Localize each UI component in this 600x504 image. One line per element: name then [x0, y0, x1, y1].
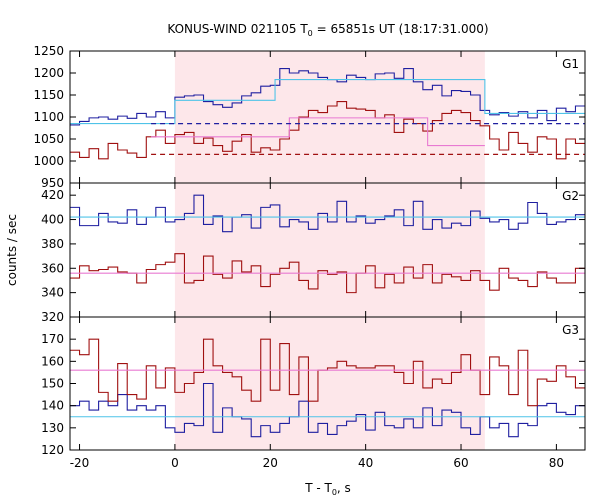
y-tick-label: 170 [41, 332, 64, 346]
panel-series-g1 [70, 68, 585, 160]
x-tick-label: -20 [70, 456, 90, 470]
y-axis-label: counts / sec [5, 214, 19, 286]
series-blue [70, 68, 585, 126]
x-axis-label-main: T - T [304, 481, 332, 495]
series-red [70, 101, 585, 160]
highlight-region [174, 183, 485, 317]
chart-title-sub: 0 [308, 29, 313, 38]
y-tick-label: 340 [41, 286, 64, 300]
y-tick-label: 130 [41, 421, 64, 435]
y-tick-label: 400 [41, 213, 64, 227]
y-tick-label: 140 [41, 399, 64, 413]
y-tick-label: 950 [41, 176, 64, 190]
x-tick-label: 20 [263, 456, 278, 470]
series-layer [70, 68, 585, 438]
panel-label-g3: G3 [562, 323, 579, 337]
x-axis-label: T - T0, s [304, 481, 351, 497]
y-tick-label: 1000 [33, 154, 64, 168]
panel-label-g1: G1 [562, 57, 579, 71]
series-cyan [70, 79, 585, 125]
x-tick-label: 0 [171, 456, 179, 470]
y-tick-label: 1200 [33, 66, 64, 80]
y-tick-label: 420 [41, 188, 64, 202]
y-tick-label: 1100 [33, 110, 64, 124]
y-tick-label: 1250 [33, 44, 64, 58]
y-tick-label: 1150 [33, 88, 64, 102]
y-tick-label: 380 [41, 237, 64, 251]
chart-title-main: KONUS-WIND 021105 T [167, 22, 308, 36]
axes-layer: 950100010501100115012001250G132034036038… [33, 44, 586, 470]
series-red [70, 253, 585, 294]
x-tick-label: 40 [358, 456, 373, 470]
x-axis-label-sub: 0 [332, 488, 337, 497]
chart-title-rest: = 65851s UT (18:17:31.000) [313, 22, 489, 36]
y-tick-label: 1050 [33, 132, 64, 146]
panel-series-g2 [70, 194, 585, 294]
y-tick-label: 320 [41, 310, 64, 324]
panel-label-g2: G2 [562, 189, 579, 203]
series-pink [151, 117, 485, 147]
highlight-region [174, 317, 485, 450]
x-tick-label: 80 [549, 456, 564, 470]
y-tick-label: 160 [41, 354, 64, 368]
panel-series-g3 [70, 338, 585, 438]
x-axis-label-rest: , s [337, 481, 351, 495]
highlight-region [174, 51, 485, 183]
series-blue [70, 194, 585, 233]
y-tick-label: 150 [41, 377, 64, 391]
x-tick-label: 60 [453, 456, 468, 470]
background-layer [174, 51, 485, 450]
y-tick-label: 360 [41, 261, 64, 275]
chart-title: KONUS-WIND 021105 T0 = 65851s UT (18:17:… [167, 22, 488, 38]
y-tick-label: 120 [41, 443, 64, 457]
series-blue [70, 382, 585, 438]
